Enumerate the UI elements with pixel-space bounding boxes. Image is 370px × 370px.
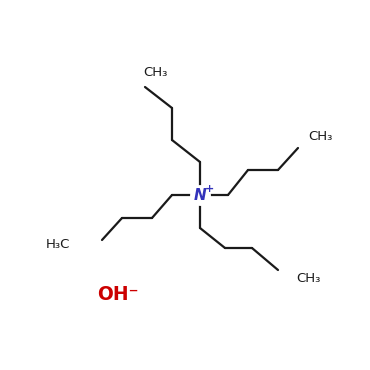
Text: H₃C: H₃C bbox=[46, 239, 70, 252]
Text: OH⁻: OH⁻ bbox=[97, 286, 139, 305]
Text: CH₃: CH₃ bbox=[308, 130, 332, 142]
Text: CH₃: CH₃ bbox=[296, 272, 320, 285]
Text: CH₃: CH₃ bbox=[143, 65, 167, 78]
Text: N: N bbox=[194, 188, 206, 202]
Text: +: + bbox=[204, 184, 213, 194]
